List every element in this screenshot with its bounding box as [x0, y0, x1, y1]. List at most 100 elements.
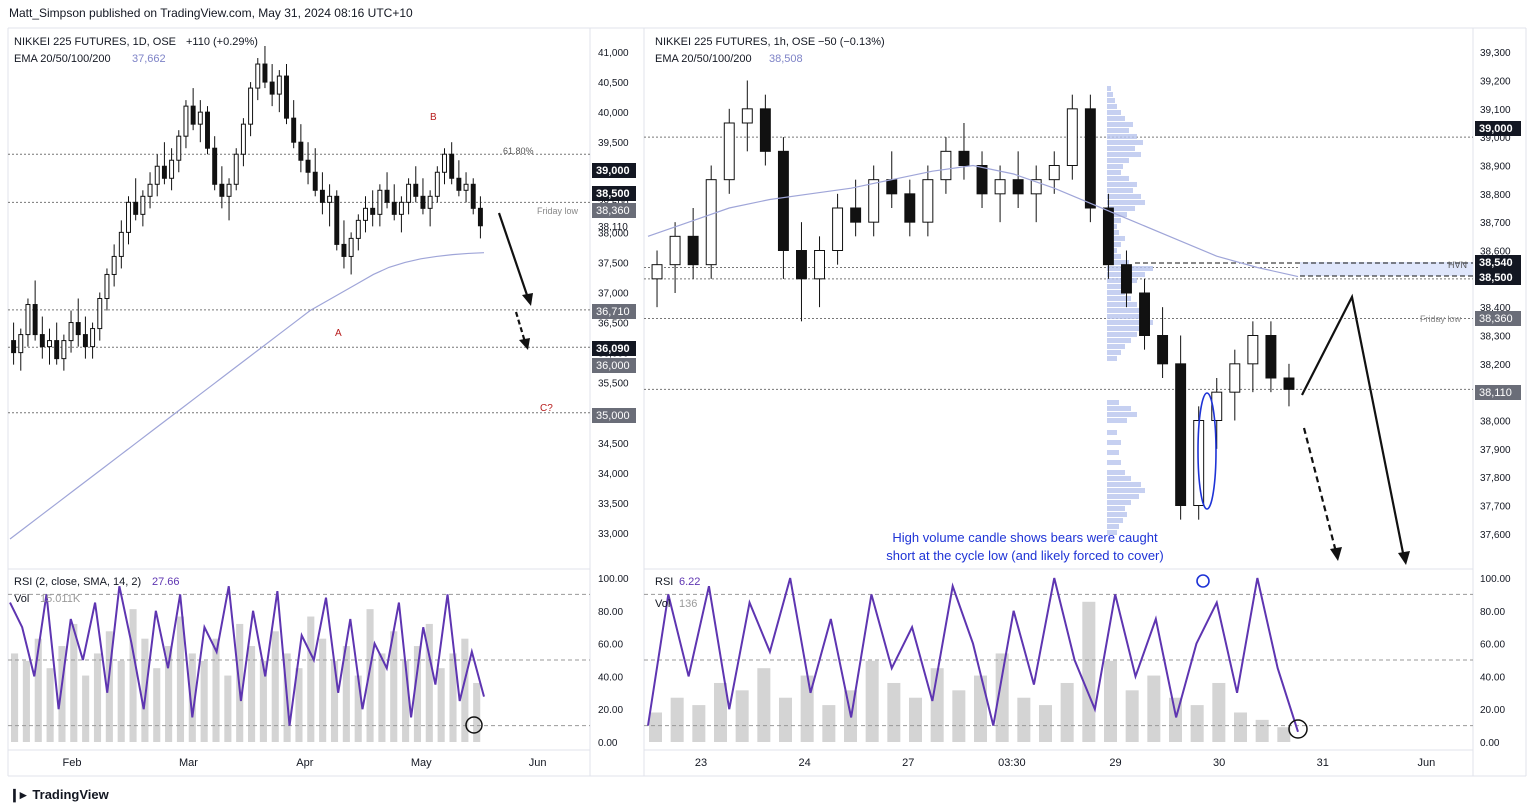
left-rsi-value: 27.66	[152, 576, 180, 588]
left-vol-label: Vol	[14, 593, 29, 605]
right-volume-profile	[1107, 86, 1473, 535]
candle-body	[126, 201, 131, 233]
price-tick-label: 36,500	[598, 319, 629, 330]
volume-bar	[200, 660, 208, 742]
time-tick-label: 24	[798, 757, 810, 769]
publisher-header: Matt_Simpson published on TradingView.co…	[9, 6, 413, 20]
volume-bar	[319, 638, 327, 742]
time-tick-label: 03:30	[998, 757, 1026, 769]
candle-body	[705, 179, 717, 266]
volume-profile-row	[1107, 236, 1125, 241]
candle-body	[370, 207, 376, 215]
volume-profile-row	[1107, 98, 1115, 103]
volume-bar	[413, 646, 422, 742]
volume-profile-row	[1107, 110, 1121, 115]
volume-bar	[1125, 690, 1139, 742]
volume-profile-row	[1107, 200, 1145, 205]
volume-bar	[46, 668, 54, 742]
volume-bar	[129, 609, 137, 742]
candle-body	[334, 195, 340, 245]
time-tick-label: 29	[1109, 757, 1121, 769]
candle-body	[470, 183, 476, 209]
right-vol-value: 136	[679, 598, 697, 610]
footer-brand: TradingView	[32, 787, 109, 802]
candle-body	[463, 183, 469, 191]
volume-profile-row	[1107, 524, 1119, 529]
price-tick-label: 34,000	[598, 469, 629, 480]
volume-profile-row	[1107, 290, 1125, 295]
volume-profile-row	[1107, 518, 1123, 523]
candle-body	[240, 123, 246, 155]
candle-body	[319, 189, 325, 203]
candle-body	[133, 201, 139, 215]
volume-bar	[887, 682, 901, 742]
candle-body	[61, 340, 67, 360]
price-tick-label: 40,500	[598, 78, 629, 89]
candle-body	[413, 183, 419, 197]
volume-profile-row	[1107, 140, 1143, 145]
candle-body	[1121, 264, 1132, 294]
volume-bar	[271, 631, 279, 742]
right-chart-title: NIKKEI 225 FUTURES, 1h, OSE	[655, 36, 815, 48]
volume-profile-row	[1107, 530, 1117, 535]
candle-body	[868, 179, 880, 223]
hvn-zone	[1300, 262, 1473, 276]
volume-profile-row	[1107, 430, 1117, 435]
volume-profile-row	[1107, 116, 1125, 121]
volume-profile-row	[1107, 152, 1141, 157]
candle-body	[140, 195, 146, 215]
left-time-axis: Feb Mar Apr May Jun	[63, 757, 547, 769]
left-price-badges: 39,000 38,500 38,360 36,710 36,090 36,00…	[592, 163, 636, 423]
tradingview-footer[interactable]: ❙▸ TradingView	[9, 787, 109, 803]
volume-profile-row	[1107, 326, 1145, 331]
price-tick-label: 38,800	[1480, 190, 1511, 201]
volume-bar	[1277, 727, 1291, 742]
right-ema-value: 38,508	[769, 53, 803, 65]
candle-body	[1084, 108, 1096, 209]
volume-bar	[995, 653, 1009, 742]
left-ema-line	[9, 252, 485, 540]
right-note-line1: High volume candle shows bears were caug…	[892, 530, 1158, 545]
price-tick-label: 34,500	[598, 439, 629, 450]
left-volume-bars	[11, 609, 481, 742]
rsi-tick-label: 60.00	[1480, 640, 1505, 651]
right-ema-line	[647, 164, 1299, 278]
volume-profile-row	[1107, 494, 1139, 499]
candle-body	[154, 165, 160, 185]
badge-35000: 35,000	[596, 410, 630, 422]
candle-body	[248, 87, 254, 125]
volume-bar	[974, 675, 987, 742]
candle-body	[226, 183, 232, 197]
candle-body	[904, 193, 916, 223]
price-tick-label: 39,300	[1480, 48, 1511, 59]
volume-profile-row	[1107, 302, 1137, 307]
candle-body	[377, 189, 383, 215]
candle-body	[212, 147, 218, 185]
candle-body	[687, 235, 699, 266]
price-tick-label: 39,100	[1480, 105, 1511, 116]
time-tick-label: 27	[902, 757, 914, 769]
time-tick-label: Jun	[1417, 757, 1435, 769]
right-chart-change: −50 (−0.13%)	[818, 36, 885, 48]
candle-body	[1211, 391, 1223, 421]
candle-body	[68, 322, 74, 342]
left-rsi-axis: 100.00 80.00 60.00 40.00 20.00 0.00	[598, 574, 629, 749]
volume-bar	[153, 668, 161, 742]
price-tick-label: 33,000	[598, 529, 629, 540]
candle-body	[284, 75, 289, 119]
time-tick-label: 23	[695, 757, 707, 769]
left-chart-change: +110 (+0.29%)	[186, 36, 258, 48]
candle-body	[147, 183, 153, 197]
time-tick-label: May	[411, 757, 432, 769]
volume-profile-row	[1107, 104, 1117, 109]
candle-body	[442, 153, 447, 173]
candle-body	[298, 141, 304, 161]
candle-body	[75, 322, 81, 336]
volume-profile-row	[1107, 158, 1129, 163]
candle-body	[420, 195, 426, 209]
candle-body	[176, 135, 182, 161]
right-rsi-axis: 100.00 80.00 60.00 40.00 20.00 0.00	[1480, 574, 1511, 749]
left-friday-low-label: Friday low	[537, 206, 579, 216]
left-ema-label: EMA 20/50/100/200	[14, 53, 111, 65]
volume-bar	[295, 668, 303, 742]
